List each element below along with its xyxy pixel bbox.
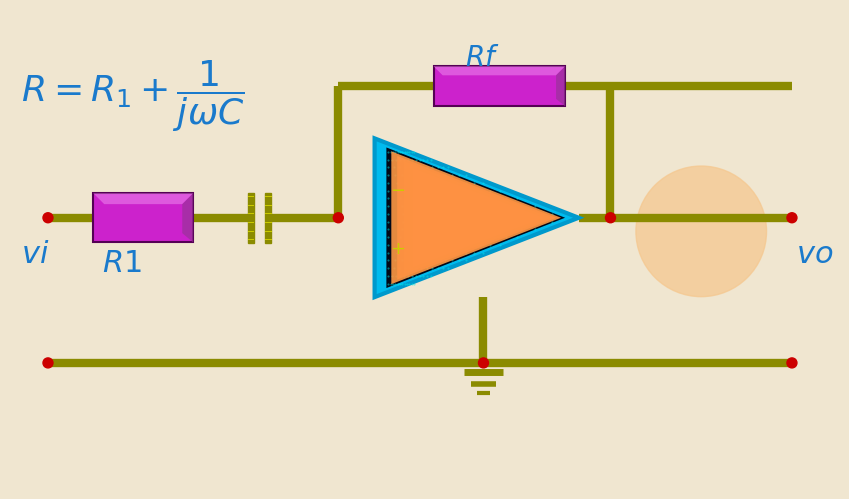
Polygon shape — [374, 138, 579, 297]
Polygon shape — [434, 66, 565, 75]
Polygon shape — [465, 209, 501, 226]
Circle shape — [787, 358, 797, 368]
Polygon shape — [183, 193, 193, 242]
Polygon shape — [386, 147, 565, 288]
Polygon shape — [436, 186, 525, 250]
Bar — [248, 193, 254, 243]
Circle shape — [43, 213, 53, 223]
Text: $\mathit{vi}$: $\mathit{vi}$ — [20, 240, 49, 269]
Bar — [265, 193, 271, 243]
Text: $-$: $-$ — [390, 180, 405, 198]
FancyBboxPatch shape — [434, 66, 565, 106]
Text: $\mathit{vo}$: $\mathit{vo}$ — [796, 240, 834, 269]
Polygon shape — [397, 156, 556, 279]
Polygon shape — [391, 151, 561, 284]
Text: $+$: $+$ — [390, 241, 405, 258]
Text: $\mathit{R1}$: $\mathit{R1}$ — [103, 249, 142, 278]
Circle shape — [334, 213, 343, 223]
Polygon shape — [556, 66, 565, 106]
Circle shape — [787, 213, 797, 223]
Text: $\mathit{Rf}$: $\mathit{Rf}$ — [465, 44, 500, 72]
Polygon shape — [450, 198, 513, 238]
Circle shape — [636, 166, 767, 297]
FancyBboxPatch shape — [93, 193, 193, 242]
Polygon shape — [93, 193, 193, 204]
Polygon shape — [413, 168, 543, 267]
Polygon shape — [404, 161, 551, 274]
Circle shape — [605, 213, 616, 223]
Text: $\mathit{R} = \mathit{R}_1 + \dfrac{1}{\mathit{j}\omega \mathit{C}}$: $\mathit{R} = \mathit{R}_1 + \dfrac{1}{\… — [20, 59, 245, 134]
Circle shape — [479, 358, 488, 368]
Circle shape — [43, 358, 53, 368]
Polygon shape — [423, 176, 536, 259]
